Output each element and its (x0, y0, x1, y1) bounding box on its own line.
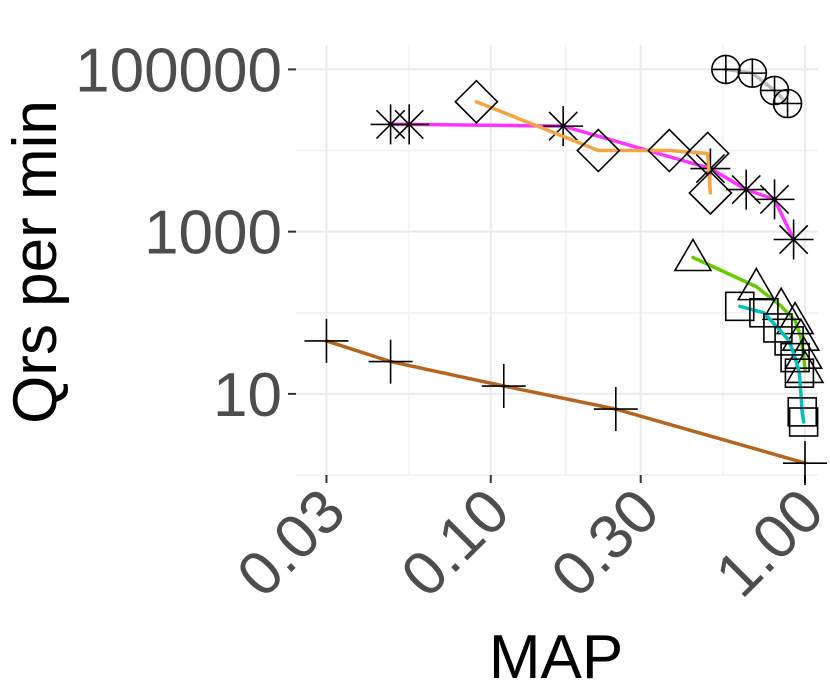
x-tick-label: 1.00 (703, 476, 830, 610)
x-tick-label: 0.03 (224, 476, 358, 610)
grid (296, 45, 818, 476)
circle-plus-cross (711, 55, 740, 84)
plus-marker (481, 364, 526, 409)
square-marker (788, 407, 819, 437)
asterisk-marker (389, 104, 430, 145)
triangle-marker (775, 301, 815, 335)
series-line (474, 99, 713, 195)
plus-marker (593, 387, 638, 432)
plus-marker (368, 339, 413, 384)
asterisk-marker (754, 179, 795, 220)
triangle-marker (736, 267, 776, 301)
y-tick-label: 100000 (75, 36, 282, 105)
circle-plus-cross (773, 89, 802, 118)
square-marker (780, 342, 810, 373)
triangle-marker (761, 286, 801, 321)
square-marker (774, 326, 804, 356)
series-1 (304, 318, 827, 486)
asterisk-marker (543, 106, 584, 147)
series-4 (711, 54, 803, 119)
series-2 (370, 104, 814, 260)
y-tick-label: 1000 (144, 199, 282, 268)
x-tick-label: 0.10 (389, 476, 523, 610)
y-axis-title: Qrs per min (1, 100, 70, 424)
x-tick-label: 0.30 (538, 476, 672, 610)
x-axis-title: MAP (489, 623, 623, 692)
asterisk-marker (773, 219, 814, 260)
plus-marker (782, 441, 827, 486)
plus-marker (304, 318, 349, 363)
square-marker (784, 358, 815, 388)
diamond-marker (647, 128, 692, 173)
asterisk-marker (726, 169, 767, 210)
series-3 (454, 79, 733, 216)
square-marker (724, 291, 755, 322)
diamond-marker (576, 128, 621, 173)
series-5 (673, 237, 825, 384)
square-marker (787, 397, 818, 427)
diamond-marker (688, 170, 733, 216)
triangle-marker (673, 237, 713, 272)
series-line (388, 122, 796, 242)
diamond-marker (454, 79, 499, 124)
square-marker (763, 313, 793, 343)
series-6 (724, 291, 819, 437)
y-tick-label: 10 (213, 361, 282, 430)
axes: 0.03 0.10 0.30 1.00 10 1000 100000 (75, 36, 830, 610)
circle-plus-cross (738, 59, 767, 88)
series-line (738, 304, 806, 424)
series-layer (304, 54, 827, 486)
